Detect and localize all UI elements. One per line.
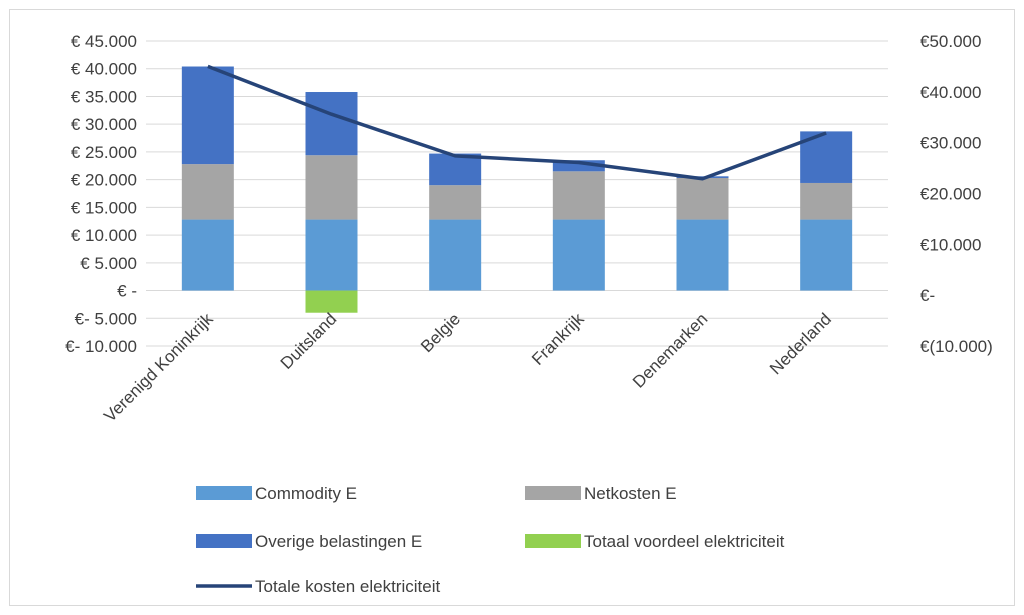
bar-segment xyxy=(181,219,234,291)
y-tick-label: € 30.000 xyxy=(71,115,137,134)
y-tick-label: € 35.000 xyxy=(71,87,137,106)
y2-tick-label: €10.000 xyxy=(920,235,981,254)
bar-segment xyxy=(181,66,234,165)
legend-label: Totale kosten elektriciteit xyxy=(255,577,440,596)
y-tick-label: € 40.000 xyxy=(71,60,137,79)
legend-swatch xyxy=(525,534,581,548)
bar-segment xyxy=(305,290,358,313)
x-category-label: Duitsland xyxy=(277,309,341,373)
y-tick-label: €- 5.000 xyxy=(75,309,137,328)
x-category-label: Belgie xyxy=(417,309,464,356)
legend-swatch xyxy=(196,534,252,548)
y-tick-label: € 10.000 xyxy=(71,226,137,245)
x-category-label: Denemarken xyxy=(629,309,711,391)
chart-area xyxy=(9,9,1015,606)
bar-segment xyxy=(552,219,605,291)
legend-label: Totaal voordeel elektriciteit xyxy=(584,532,785,551)
y-tick-label: € - xyxy=(117,282,137,301)
y2-tick-label: €30.000 xyxy=(920,134,981,153)
bar-segment xyxy=(181,164,234,220)
y2-tick-label: €40.000 xyxy=(920,83,981,102)
legend-label: Commodity E xyxy=(255,484,357,503)
legend: Commodity E Netkosten E Overige belastinge… xyxy=(196,484,785,596)
y-tick-label: € 25.000 xyxy=(71,143,137,162)
bar-segment xyxy=(305,155,358,220)
y-tick-label: € 20.000 xyxy=(71,171,137,190)
y2-tick-label: €- xyxy=(920,286,935,305)
x-category-label: Nederland xyxy=(766,309,835,378)
bar-segment xyxy=(552,160,605,172)
gridlines xyxy=(146,40,888,347)
y2-tick-label: €50.000 xyxy=(920,32,981,51)
bar-segment xyxy=(800,182,853,220)
y2-tick-label: €20.000 xyxy=(920,185,981,204)
series-line xyxy=(207,64,827,181)
bar-segment xyxy=(305,219,358,291)
bar-segment xyxy=(429,219,482,291)
bar-segment xyxy=(800,219,853,291)
bar-segment xyxy=(429,185,482,220)
y-tick-label: €- 10.000 xyxy=(65,337,137,356)
bar-segment xyxy=(305,92,358,156)
total-cost-line xyxy=(207,64,827,181)
legend-swatch xyxy=(525,486,581,500)
bar-segment xyxy=(429,153,482,186)
y2-tick-label: €(10.000) xyxy=(920,337,993,356)
legend-swatch xyxy=(196,486,252,500)
bars xyxy=(181,66,853,313)
legend-label: Netkosten E xyxy=(584,484,677,503)
bar-segment xyxy=(676,219,729,291)
legend-label: Overige belastingen E xyxy=(255,532,422,551)
y-tick-label: € 15.000 xyxy=(71,198,137,217)
y-tick-label: € 5.000 xyxy=(80,254,137,273)
y-tick-label: € 45.000 xyxy=(71,32,137,51)
bar-segment xyxy=(676,177,729,220)
bar-segment xyxy=(552,171,605,220)
